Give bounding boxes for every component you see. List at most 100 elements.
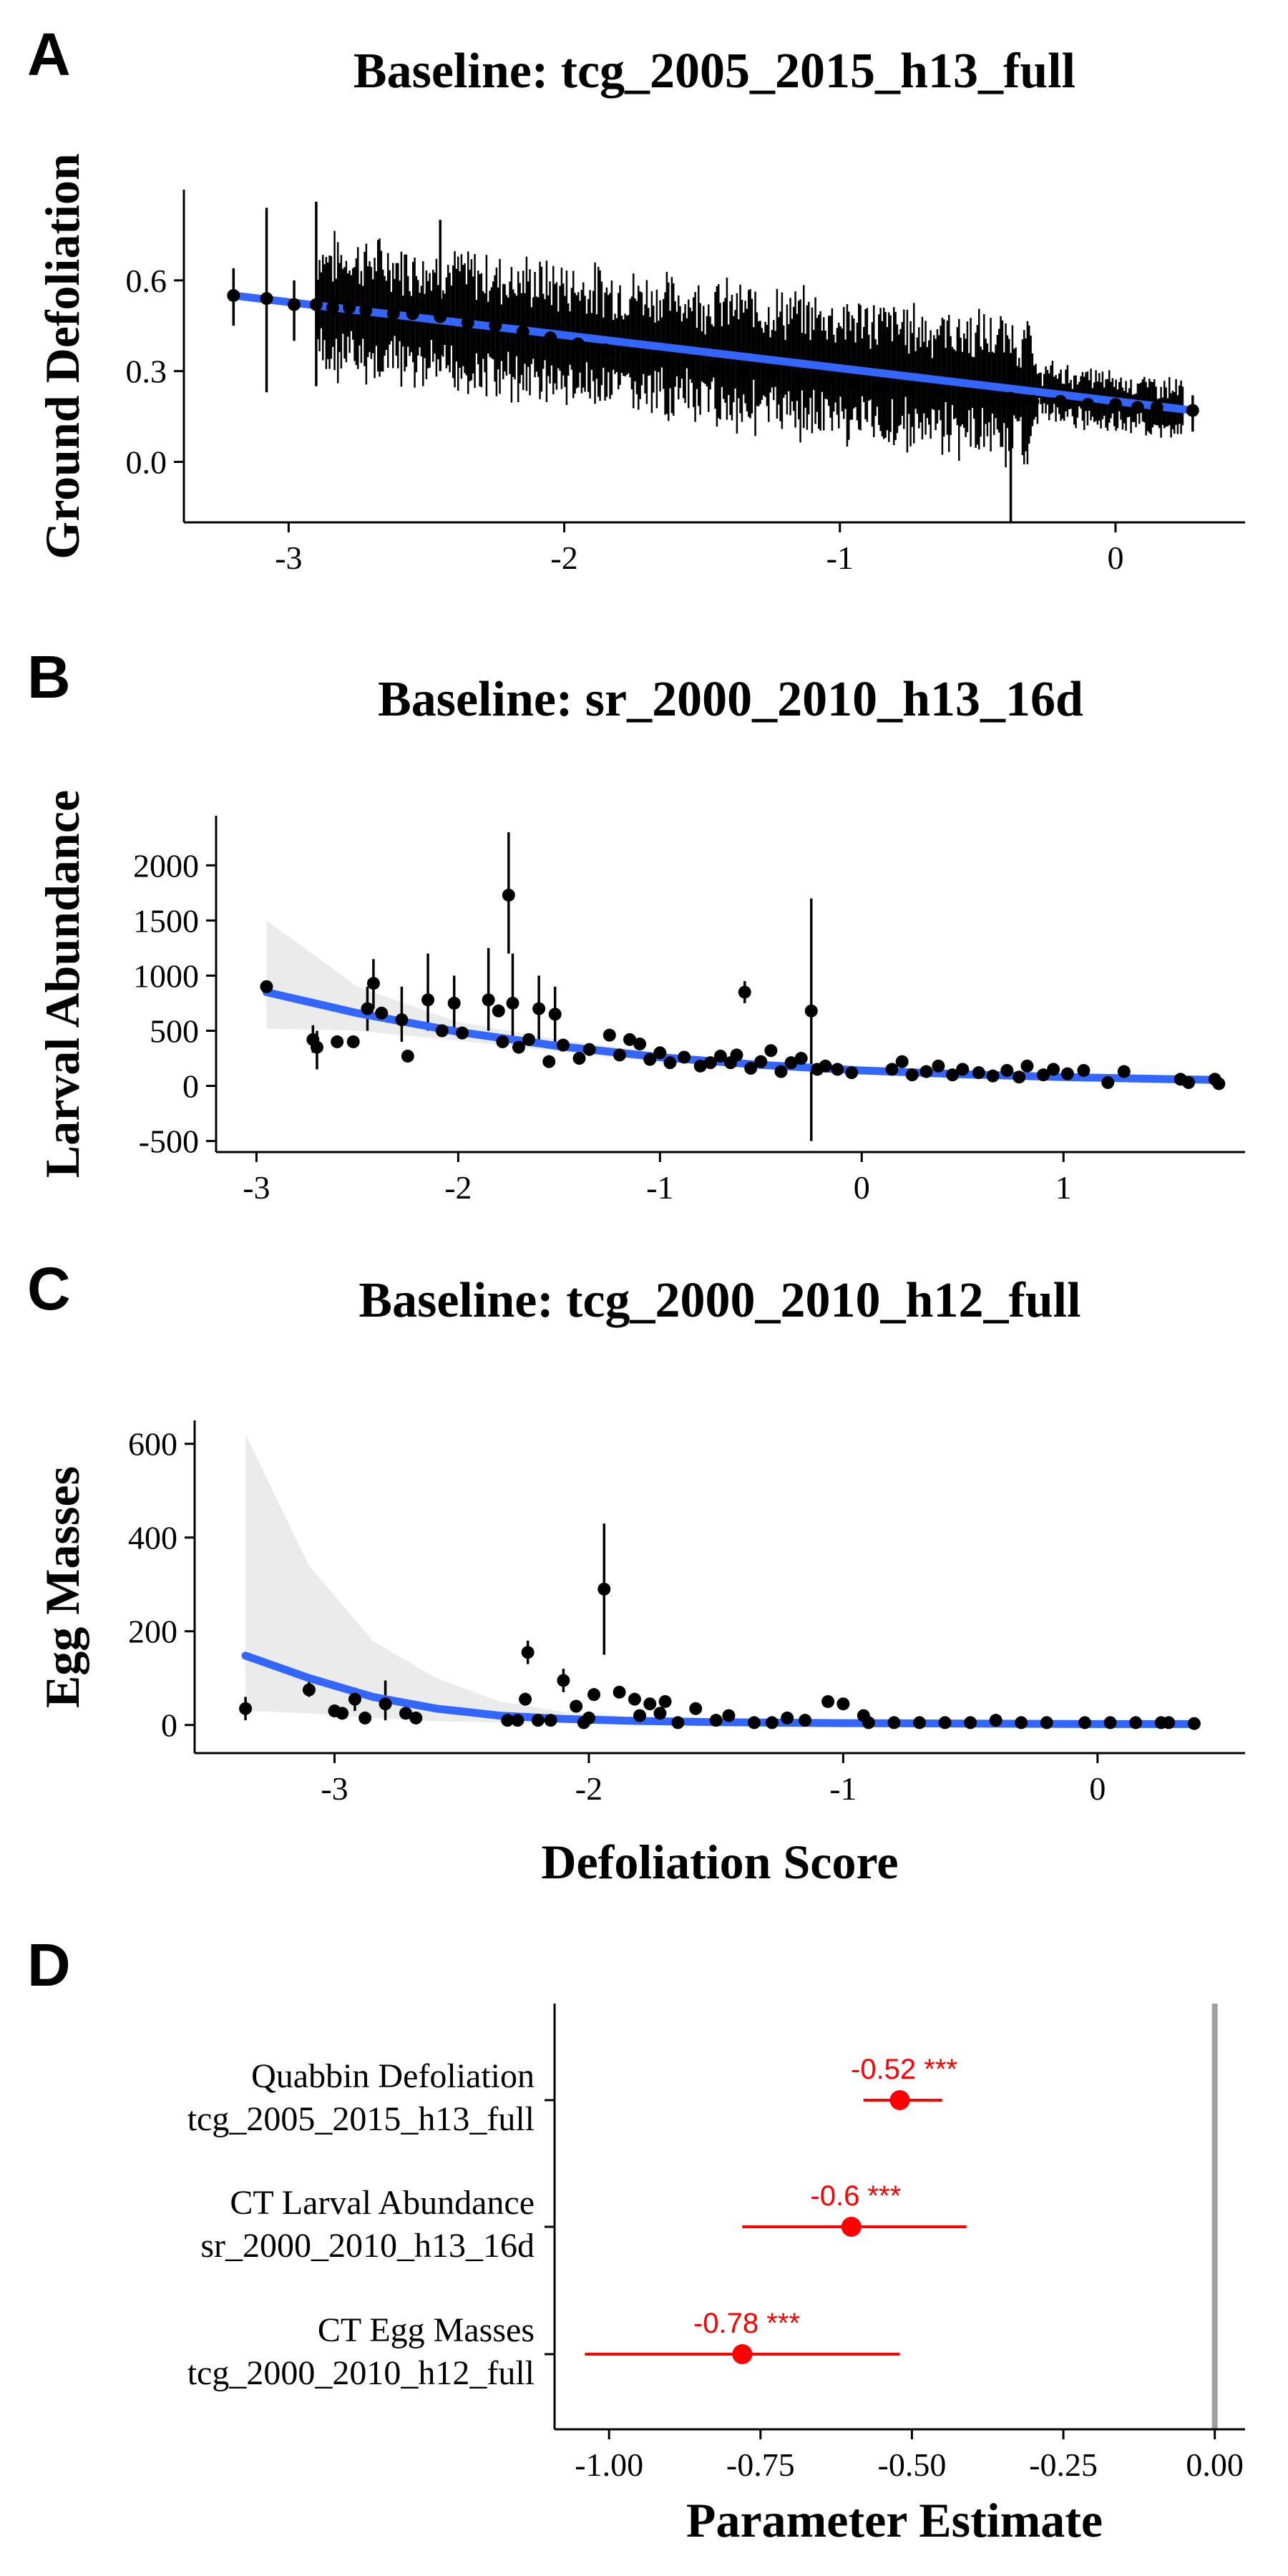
data-point [1108,398,1122,411]
data-point [819,374,833,387]
panel-a: A Baseline: tcg_2005_2015_h13_full Ground … [27,21,1245,576]
data-point [874,379,888,393]
data-point [544,1714,557,1727]
data-point [386,307,400,321]
dense-error-bars [315,230,1184,468]
x-tick-label: -0.75 [726,2446,795,2483]
category-label: CT Egg Masses [318,2311,535,2349]
data-point [599,343,613,357]
y-tick-label: 0.3 [126,353,167,390]
data-point [956,1063,970,1076]
data-point [1101,1075,1115,1089]
panel-letter-a: A [27,21,71,88]
y-tick-label: 1500 [133,902,199,939]
data-point [343,301,356,314]
data-point [1077,1063,1091,1077]
data-point [885,1063,899,1076]
data-point [972,1066,985,1080]
data-point [821,1694,835,1708]
panel-letter-c: C [27,1255,71,1322]
confidence-band [245,1434,1194,1725]
data-point [902,383,916,396]
data-point [587,1688,601,1702]
data-point [346,1035,360,1048]
data-point [501,1714,514,1727]
x-tick-label: -3 [321,1770,348,1807]
estimate-label: -0.78 *** [693,2308,800,2339]
y-tick-label: 1000 [133,957,199,994]
data-point [774,1065,788,1078]
data-point [623,1033,637,1046]
x-tick-label: 0.00 [1186,2446,1244,2483]
data-point [1037,1068,1050,1082]
data-point [791,371,805,384]
data-point [542,1055,556,1068]
data-point [532,1002,546,1015]
chart-title: Baseline: tcg_2000_2010_h12_full [358,1273,1080,1328]
data-point [572,1052,586,1065]
data-point [1020,1059,1034,1073]
data-point [409,1711,423,1724]
data-point [764,1044,778,1058]
data-point [1060,1067,1074,1080]
panel-letter-b: B [27,643,71,711]
data-point [399,1707,413,1720]
data-point [1026,394,1040,408]
data-point [905,1068,919,1082]
data-point [521,1646,535,1659]
x-axis-label: Defoliation Score [541,1835,898,1889]
data-point [461,316,474,329]
data-point [663,1056,677,1070]
data-point [1004,391,1018,405]
data-point [744,1061,758,1075]
data-point [781,1711,794,1724]
data-point [348,1692,361,1706]
data-point [862,1716,875,1729]
data-point [582,1711,595,1724]
panel-b: B Baseline: sr_2000_2010_h13_16d Larval Ab… [27,643,1245,1206]
estimate-label: -0.52 *** [851,2054,957,2085]
y-tick-label: 600 [128,1426,177,1463]
data-point [375,1006,389,1020]
data-point [738,985,751,999]
x-tick-label: 1 [1055,1169,1072,1206]
data-point [847,376,861,390]
data-point [496,1035,509,1048]
panel-c: C Baseline: tcg_2000_2010_h12_full Egg Mas… [27,1255,1245,1889]
data-point [326,301,340,314]
y-tick-label: 0.6 [126,263,167,299]
x-tick-label: -2 [444,1169,472,1206]
data-point [1150,401,1163,414]
data-point [736,364,750,378]
data-point [784,1056,798,1070]
data-point [831,1063,844,1076]
data-point [633,1709,647,1722]
data-point [511,1714,525,1727]
x-tick-label: -2 [575,1770,602,1807]
data-point [1162,1716,1176,1729]
data-point [671,1716,685,1729]
data-point [964,1716,977,1729]
data-point [288,298,301,311]
data-point [455,1026,469,1040]
data-point [421,993,435,1007]
x-tick-label: -1 [646,1169,673,1206]
data-point [747,1716,761,1729]
data-point [804,1004,818,1018]
data-point [359,304,373,318]
data-point [331,1035,344,1048]
data-point [1186,404,1199,417]
data-point [557,1674,570,1687]
data-point [887,1716,901,1729]
data-point [754,1055,768,1068]
data-point [1117,1065,1131,1078]
data-point [653,1046,667,1060]
data-point [985,391,998,405]
data-point [764,367,778,381]
data-point [366,977,380,990]
y-axis-label: Egg Masses [35,1466,89,1708]
data-point [643,1053,657,1066]
y-tick-label: 200 [128,1614,177,1650]
x-tick-label: 0 [1107,540,1123,576]
data-point [1131,401,1144,414]
